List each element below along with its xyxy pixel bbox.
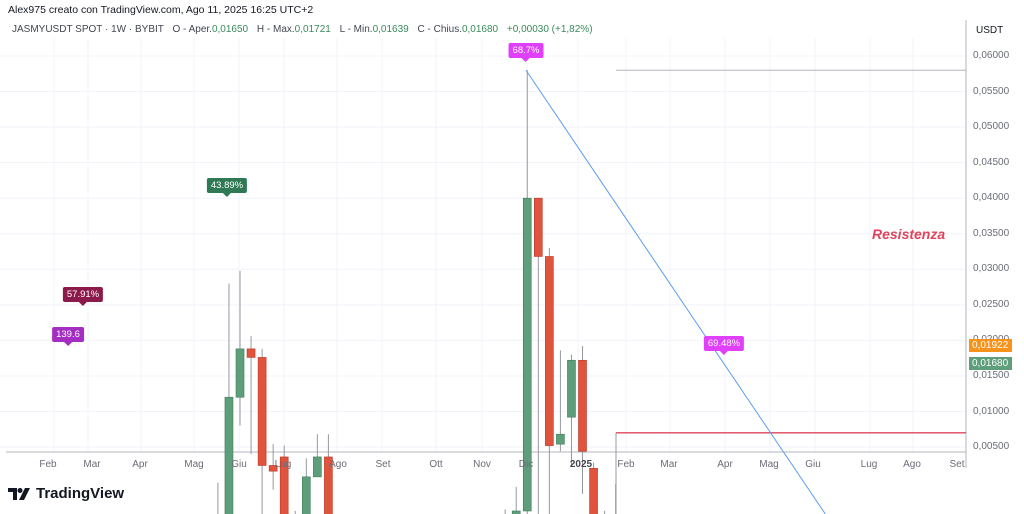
price-tick: 0,01000 [973, 405, 1010, 417]
open-value: 0,01650 [211, 24, 249, 35]
candle-up [556, 433, 565, 445]
time-tick: Apr [717, 459, 733, 470]
candle-up [522, 197, 532, 512]
high-value: 0,01721 [294, 24, 331, 35]
price-tick: 0,03500 [973, 227, 1010, 239]
price-tick: 0,04000 [973, 192, 1010, 204]
time-tick: Giu [231, 459, 247, 470]
tradingview-logo-text: TradingView [36, 485, 125, 502]
open-label: O - Aper. [172, 24, 212, 35]
time-tick: Nov [473, 459, 491, 470]
candle-down [246, 348, 256, 358]
high-label: H - Max. [256, 24, 295, 35]
resistance-label: Resistenza [872, 226, 946, 242]
last-price-tag: 0,01680 [969, 357, 1012, 370]
tradingview-logo[interactable]: TradingView [8, 485, 124, 502]
time-tick: Ott [429, 459, 443, 470]
gain-label-139: 139.6 [52, 327, 84, 346]
low-label: L - Min. [339, 24, 373, 35]
close-value: 0,01680 [461, 24, 499, 35]
orange-level-price-tag: 0,01922 [969, 339, 1012, 352]
candle-down [279, 456, 289, 514]
price-tick: 0,00500 [973, 441, 1010, 453]
candle-up [567, 359, 576, 418]
gain-label-69: 69.48% [703, 336, 745, 355]
tradingview-logo-icon [8, 487, 30, 500]
price-tick: 0,02500 [973, 298, 1010, 310]
candle-down [534, 197, 543, 257]
candle-down [324, 456, 333, 514]
time-tick: Giu [805, 459, 821, 470]
candle-up [313, 456, 322, 478]
time-tick: Lug [274, 459, 292, 470]
time-tick: Mar [660, 459, 678, 470]
time-tick: Lug [860, 459, 878, 470]
candle-down [545, 256, 554, 446]
candle-up [224, 396, 234, 514]
time-tick: Ago [903, 459, 921, 470]
symbol-legend: JASMYUSDT SPOT · 1W · BYBIT O - Aper.0,0… [12, 24, 593, 35]
close-label: C - Chius. [417, 24, 462, 35]
currency-label: USDT [976, 25, 1004, 36]
low-value: 0,01639 [372, 24, 409, 35]
time-tick: Mag [184, 459, 204, 470]
price-tick: 0,03000 [973, 263, 1010, 275]
chart-credit: Alex975 creato con TradingView.com, Ago … [8, 4, 314, 16]
time-tick: Set [949, 459, 965, 470]
price-tick: 0,05000 [973, 121, 1010, 133]
candle-up [302, 476, 311, 514]
time-tick: Mar [83, 459, 101, 470]
time-tick: Mag [759, 459, 779, 470]
price-tick: 0,06000 [973, 50, 1010, 61]
time-tick: Set [375, 459, 391, 470]
price-tick: 0,04500 [973, 156, 1010, 168]
symbol-name[interactable]: JASMYUSDT SPOT · 1W · BYBIT [12, 24, 164, 35]
candle-down [257, 357, 267, 466]
time-tick: Feb [617, 459, 635, 470]
candle-up [511, 510, 521, 514]
change-value: +0,00030 (+1,82%) [506, 24, 593, 35]
time-tick: Feb [39, 459, 57, 470]
candle-down [268, 465, 278, 472]
candle-up [235, 348, 245, 398]
gain-label-57: 57.91% [62, 287, 104, 306]
descending-trendline [525, 69, 826, 514]
gain-label-43: 43.89% [206, 178, 248, 197]
time-tick: Dic [518, 459, 534, 470]
price-tick: 0,01500 [973, 369, 1010, 381]
time-tick: Ago [329, 459, 347, 470]
gain-label-68: 68.7% [508, 43, 544, 62]
candle-down [589, 468, 598, 514]
price-tick: 0,05500 [973, 85, 1010, 97]
time-tick: 2025 [569, 459, 593, 470]
time-tick: Apr [132, 459, 148, 470]
candle-down [578, 359, 587, 452]
